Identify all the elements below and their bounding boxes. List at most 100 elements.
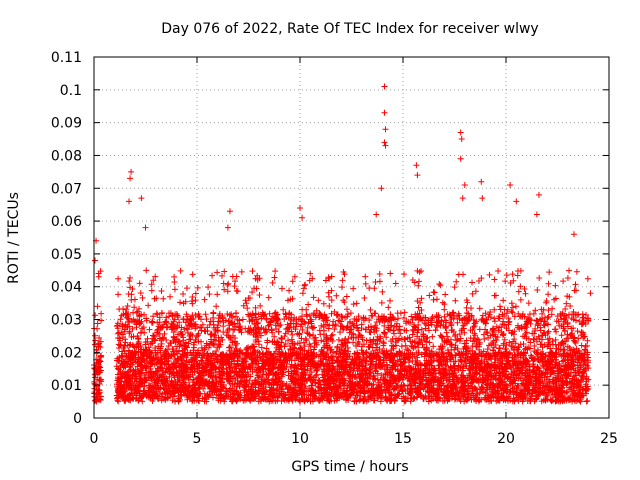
roti-point	[335, 317, 342, 324]
roti-point	[143, 267, 150, 274]
roti-point	[415, 326, 422, 333]
roti-point	[315, 297, 322, 304]
roti-point	[442, 291, 449, 298]
roti-point	[249, 289, 256, 296]
roti-point	[308, 369, 315, 376]
roti-point	[225, 318, 232, 325]
roti-point	[93, 366, 100, 373]
roti-point	[498, 324, 505, 331]
roti-point	[131, 373, 138, 380]
roti-point	[538, 398, 545, 405]
roti-point	[437, 282, 444, 289]
roti-point	[334, 311, 341, 318]
roti-point	[534, 287, 541, 294]
roti-point	[522, 321, 529, 328]
roti-point	[467, 327, 474, 334]
roti-point	[326, 275, 333, 282]
roti-point	[418, 295, 425, 302]
roti-point	[268, 315, 275, 322]
roti-point	[467, 335, 474, 342]
roti-point	[190, 341, 197, 348]
roti-point	[473, 386, 480, 393]
roti-point	[391, 391, 398, 398]
roti-point	[572, 287, 579, 294]
roti-point	[214, 327, 221, 334]
roti-point	[579, 311, 586, 318]
roti-point	[176, 338, 183, 345]
roti-point	[463, 310, 470, 317]
roti-point	[290, 375, 297, 382]
roti-point	[175, 395, 182, 402]
roti-point	[262, 329, 269, 336]
roti-point	[301, 318, 308, 325]
roti-point	[564, 274, 571, 281]
roti-point	[258, 332, 265, 339]
roti-point	[148, 287, 155, 294]
roti-point	[249, 268, 256, 275]
roti-point	[145, 302, 152, 309]
roti-point	[188, 323, 195, 330]
roti-point	[522, 290, 529, 297]
roti-point	[189, 332, 196, 339]
roti-point	[184, 396, 191, 403]
roti-point	[228, 347, 235, 354]
roti-point	[352, 371, 359, 378]
roti-point	[142, 339, 149, 346]
roti-point	[487, 314, 494, 321]
roti-point	[211, 336, 218, 343]
roti-point	[192, 297, 199, 304]
roti-point	[430, 395, 437, 402]
roti-point	[174, 381, 181, 388]
roti-point	[492, 333, 499, 340]
roti-point	[288, 311, 295, 318]
roti-point	[155, 323, 162, 330]
roti-point	[496, 303, 503, 310]
roti-point	[538, 336, 545, 343]
roti-point	[303, 337, 310, 344]
roti-point	[545, 328, 552, 335]
roti-point	[472, 385, 479, 392]
roti-point	[293, 320, 300, 327]
roti-point	[442, 325, 449, 332]
roti-point	[310, 294, 317, 301]
roti-point	[297, 355, 304, 362]
roti-point	[298, 389, 305, 396]
roti-point	[154, 311, 161, 318]
roti-point	[97, 376, 104, 383]
roti-point	[489, 391, 496, 398]
roti-point	[285, 368, 292, 375]
roti-point	[327, 347, 334, 354]
roti-point	[115, 366, 122, 373]
roti-point	[93, 386, 100, 393]
roti-point	[373, 325, 380, 332]
roti-point	[203, 316, 210, 323]
roti-point	[206, 291, 213, 298]
roti-point	[430, 343, 437, 350]
roti-point	[350, 301, 357, 308]
roti-point	[487, 309, 494, 316]
roti-point	[312, 379, 319, 386]
roti-point	[328, 297, 335, 304]
roti-point	[205, 284, 212, 291]
roti-point	[456, 331, 463, 338]
roti-point	[323, 334, 330, 341]
roti-point	[530, 361, 537, 368]
roti-point	[341, 371, 348, 378]
roti-point	[429, 333, 436, 340]
roti-point	[270, 352, 277, 359]
roti-point	[360, 395, 367, 402]
roti-point	[446, 396, 453, 403]
roti-point	[343, 293, 350, 300]
roti-point	[151, 390, 158, 397]
roti-point	[96, 359, 103, 366]
roti-point	[474, 391, 481, 398]
roti-point	[470, 323, 477, 330]
roti-point	[525, 314, 532, 321]
roti-point	[201, 296, 208, 303]
roti-point	[337, 329, 344, 336]
roti-point	[584, 397, 591, 404]
data-points	[91, 83, 594, 405]
roti-point	[512, 303, 519, 310]
roti-point	[568, 379, 575, 386]
roti-point	[180, 291, 187, 298]
